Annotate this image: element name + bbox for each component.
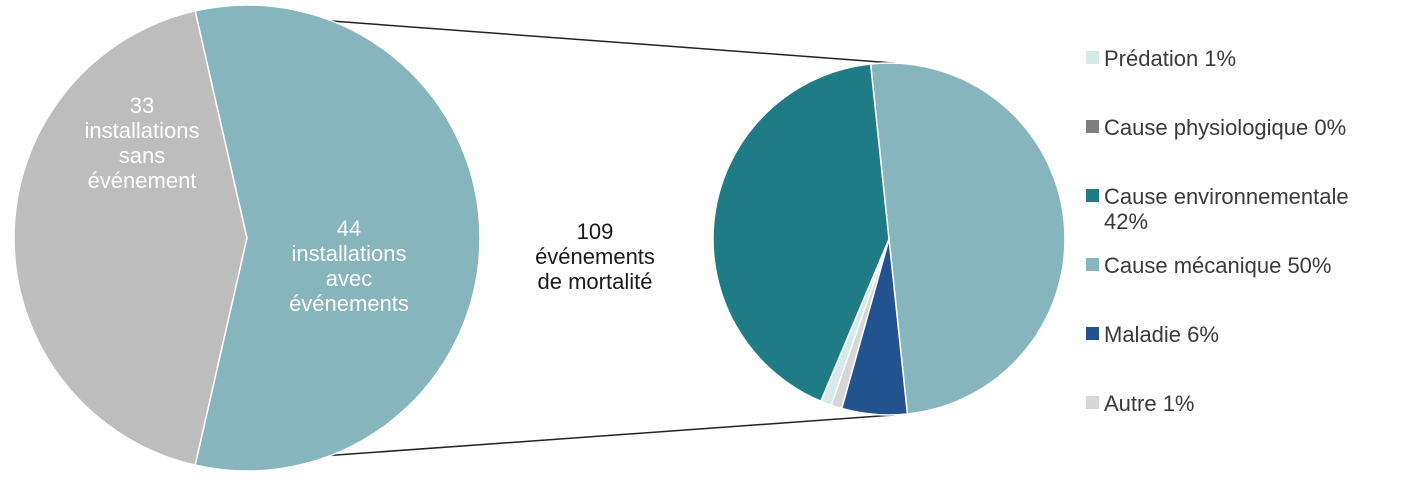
legend-item-cause-physiologique: Cause physiologique 0%	[1086, 115, 1346, 140]
legend-label-maladie: Maladie 6%	[1104, 322, 1219, 347]
legend: Prédation 1% Cause physiologique 0% Cause …	[1086, 46, 1349, 416]
slice-cause-environnementale	[712, 63, 890, 403]
mortality-events-text: 109 événements de mortalité	[535, 219, 655, 294]
legend-swatch-cause-physiologique	[1086, 120, 1099, 133]
legend-swatch-cause-environnementale	[1086, 189, 1099, 202]
slice-sans-evenement	[13, 9, 248, 467]
slice-label-avec-evenements: 44 installations avec événements	[289, 216, 409, 316]
slice-cause-mecanique	[869, 62, 1066, 415]
mortality-cause-pie	[712, 62, 1066, 416]
legend-item-predation: Prédation 1%	[1086, 46, 1236, 71]
legend-label-cause-environnementale: Cause environnementale 42%	[1104, 184, 1349, 234]
legend-item-cause-environnementale: Cause environnementale 42%	[1086, 184, 1349, 234]
legend-item-cause-mecanique: Cause mécanique 50%	[1086, 253, 1331, 278]
legend-swatch-predation	[1086, 51, 1099, 64]
installations-pie	[13, 4, 481, 472]
legend-label-cause-physiologique: Cause physiologique 0%	[1104, 115, 1346, 140]
legend-swatch-maladie	[1086, 327, 1099, 340]
legend-swatch-cause-mecanique	[1086, 258, 1099, 271]
legend-label-cause-mecanique: Cause mécanique 50%	[1104, 253, 1331, 278]
legend-label-autre: Autre 1%	[1104, 391, 1195, 416]
installations-pie-labels: 33 installations sans événement 44 installati…	[85, 93, 409, 316]
legend-swatch-autre	[1086, 396, 1099, 409]
legend-item-autre: Autre 1%	[1086, 391, 1195, 416]
legend-label-predation: Prédation 1%	[1104, 46, 1236, 71]
slice-avec-evenements	[194, 4, 481, 472]
slice-label-sans-evenement: 33 installations sans événement	[85, 93, 200, 193]
legend-item-maladie: Maladie 6%	[1086, 322, 1219, 347]
mortality-events-label: 109 événements de mortalité	[535, 219, 655, 294]
